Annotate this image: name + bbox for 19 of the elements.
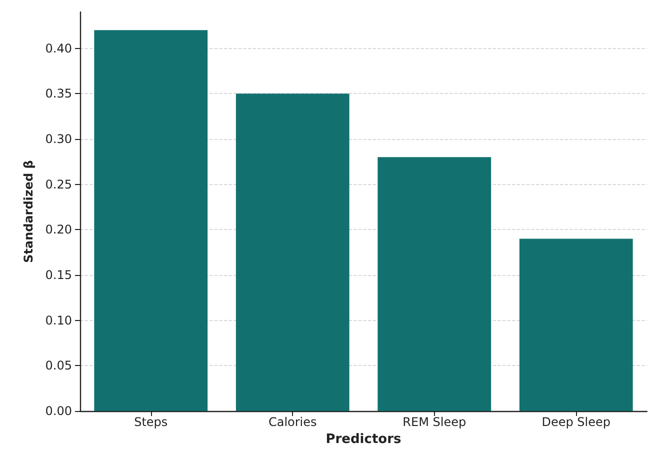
y-tick-label: 0.20 — [45, 222, 72, 237]
y-tick-label: 0.05 — [45, 358, 72, 373]
bar — [519, 238, 633, 411]
bar — [94, 30, 208, 411]
x-tick-label: REM Sleep — [402, 415, 466, 429]
x-tick-label: Steps — [134, 415, 168, 429]
y-tick-label: 0.40 — [45, 41, 72, 56]
bar — [236, 94, 350, 411]
y-tick-label: 0.35 — [45, 86, 72, 101]
x-axis-title: Predictors — [326, 432, 402, 447]
y-tick-label: 0.15 — [45, 268, 72, 282]
y-axis-title: Standardized β — [21, 160, 36, 263]
x-tick-label: Calories — [268, 415, 317, 429]
y-tick-label: 0.25 — [45, 177, 72, 192]
y-tick-label: 0.30 — [45, 132, 72, 146]
y-tick-label: 0.10 — [45, 313, 72, 328]
x-tick-label: Deep Sleep — [542, 415, 611, 429]
bar — [378, 157, 492, 411]
y-tick-label: 0.00 — [45, 404, 72, 418]
